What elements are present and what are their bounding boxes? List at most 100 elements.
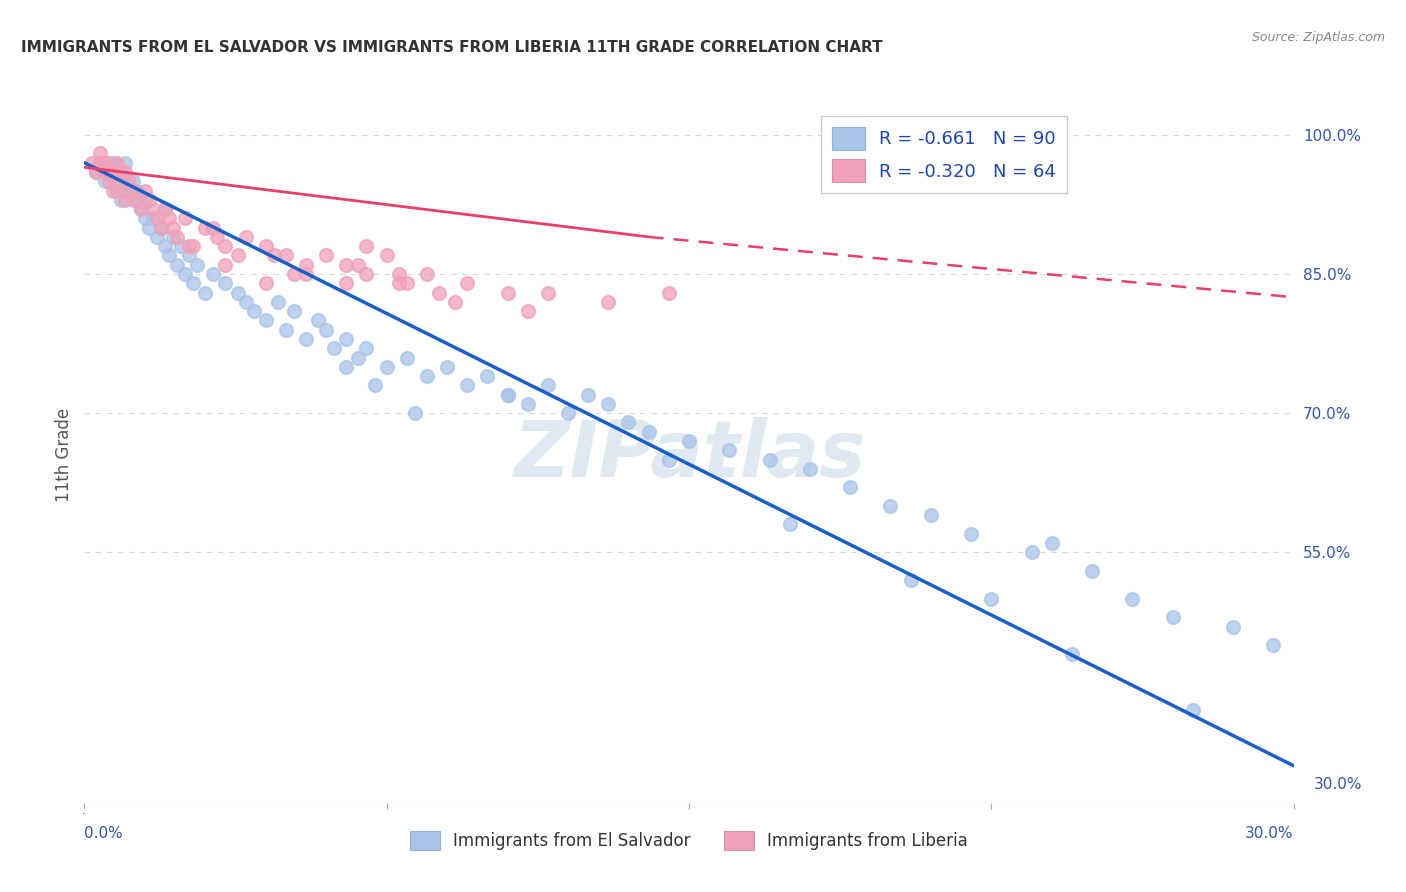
Point <box>174 267 197 281</box>
Y-axis label: 11th Grade: 11th Grade <box>55 408 73 502</box>
Point <box>799 462 821 476</box>
Point <box>93 174 115 188</box>
Point <box>235 230 257 244</box>
Point <box>214 239 236 253</box>
Point <box>97 165 120 179</box>
Point <box>101 155 124 169</box>
Point <box>456 277 478 291</box>
Point <box>162 230 184 244</box>
Point <box>125 184 148 198</box>
Point <box>166 230 188 244</box>
Point <box>86 165 108 179</box>
Point <box>356 267 378 281</box>
Point <box>516 397 538 411</box>
Point <box>323 341 346 355</box>
Point <box>138 220 160 235</box>
Point <box>214 277 236 291</box>
Point <box>86 165 108 179</box>
Point <box>134 211 156 226</box>
Point <box>114 174 136 188</box>
Point <box>153 239 176 253</box>
Point <box>295 258 318 272</box>
Point <box>129 202 152 216</box>
Point <box>118 184 141 198</box>
Point <box>363 378 385 392</box>
Point <box>142 202 165 216</box>
Point <box>254 313 277 327</box>
Point <box>274 323 297 337</box>
Point <box>315 248 337 262</box>
Point <box>617 416 640 430</box>
Point <box>263 248 285 262</box>
Point <box>194 220 217 235</box>
Point <box>427 285 450 300</box>
Point <box>194 285 217 300</box>
Point <box>576 387 599 401</box>
Point <box>900 573 922 587</box>
Point <box>125 193 148 207</box>
Point <box>295 332 318 346</box>
Point <box>1222 619 1244 633</box>
Point <box>436 359 458 374</box>
Point <box>678 434 700 448</box>
Point <box>283 267 305 281</box>
Point <box>537 378 560 392</box>
Text: Source: ZipAtlas.com: Source: ZipAtlas.com <box>1251 31 1385 45</box>
Point <box>93 165 115 179</box>
Point <box>658 452 681 467</box>
Point <box>121 174 143 188</box>
Point <box>134 193 156 207</box>
Point <box>254 239 277 253</box>
Point <box>395 277 418 291</box>
Point <box>637 425 659 439</box>
Point <box>920 508 942 523</box>
Point <box>1181 703 1204 717</box>
Point <box>89 155 111 169</box>
Point <box>1081 564 1104 578</box>
Point <box>335 332 357 346</box>
Point <box>267 294 290 309</box>
Point <box>82 155 104 169</box>
Point <box>146 211 169 226</box>
Point <box>598 397 620 411</box>
Point <box>157 211 180 226</box>
Text: IMMIGRANTS FROM EL SALVADOR VS IMMIGRANTS FROM LIBERIA 11TH GRADE CORRELATION CH: IMMIGRANTS FROM EL SALVADOR VS IMMIGRANT… <box>21 40 883 55</box>
Point <box>347 351 370 365</box>
Point <box>1161 610 1184 624</box>
Point <box>174 211 197 226</box>
Point <box>718 443 741 458</box>
Point <box>598 294 620 309</box>
Point <box>114 193 136 207</box>
Point <box>93 155 115 169</box>
Point <box>779 517 801 532</box>
Point <box>202 267 225 281</box>
Point <box>758 452 780 467</box>
Point <box>129 202 152 216</box>
Point <box>496 285 519 300</box>
Point <box>404 406 426 420</box>
Point <box>356 239 378 253</box>
Point <box>89 155 111 169</box>
Point <box>153 202 176 216</box>
Text: 0.0%: 0.0% <box>84 826 124 841</box>
Point <box>142 211 165 226</box>
Point <box>118 174 141 188</box>
Point <box>516 304 538 318</box>
Point <box>97 155 120 169</box>
Point <box>295 267 318 281</box>
Point <box>179 248 201 262</box>
Point <box>335 277 357 291</box>
Point <box>153 202 176 216</box>
Point <box>980 591 1002 606</box>
Point <box>110 165 132 179</box>
Point <box>170 239 193 253</box>
Text: 30.0%: 30.0% <box>1313 777 1362 792</box>
Point <box>388 267 411 281</box>
Point <box>101 165 124 179</box>
Point <box>254 277 277 291</box>
Point <box>207 230 229 244</box>
Point <box>658 285 681 300</box>
Point <box>179 239 201 253</box>
Point <box>879 499 901 513</box>
Point <box>496 387 519 401</box>
